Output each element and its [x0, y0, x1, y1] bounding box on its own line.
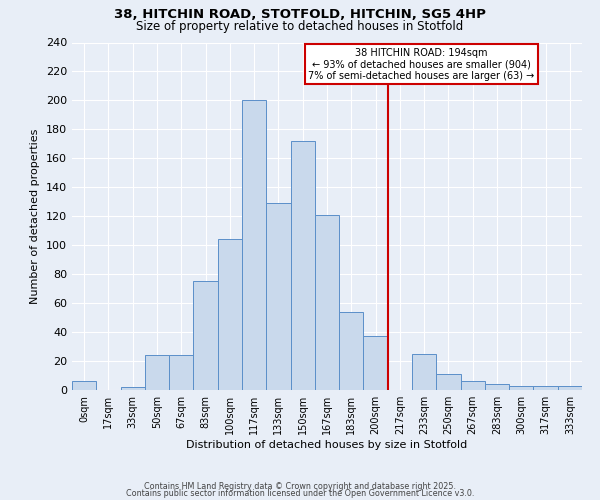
- Bar: [412, 354, 436, 390]
- Bar: [266, 203, 290, 390]
- Text: 38 HITCHIN ROAD: 194sqm
← 93% of detached houses are smaller (904)
7% of semi-de: 38 HITCHIN ROAD: 194sqm ← 93% of detache…: [308, 48, 535, 81]
- Bar: [218, 240, 242, 390]
- Bar: [364, 336, 388, 390]
- Bar: [193, 282, 218, 390]
- Bar: [558, 386, 582, 390]
- Bar: [242, 100, 266, 390]
- Bar: [290, 141, 315, 390]
- Text: 38, HITCHIN ROAD, STOTFOLD, HITCHIN, SG5 4HP: 38, HITCHIN ROAD, STOTFOLD, HITCHIN, SG5…: [114, 8, 486, 20]
- Bar: [533, 386, 558, 390]
- Bar: [436, 374, 461, 390]
- Bar: [339, 312, 364, 390]
- Bar: [72, 382, 96, 390]
- Bar: [169, 355, 193, 390]
- Y-axis label: Number of detached properties: Number of detached properties: [31, 128, 40, 304]
- Bar: [461, 382, 485, 390]
- Bar: [121, 387, 145, 390]
- Bar: [315, 215, 339, 390]
- Bar: [145, 355, 169, 390]
- Text: Contains public sector information licensed under the Open Government Licence v3: Contains public sector information licen…: [126, 490, 474, 498]
- Text: Contains HM Land Registry data © Crown copyright and database right 2025.: Contains HM Land Registry data © Crown c…: [144, 482, 456, 491]
- X-axis label: Distribution of detached houses by size in Stotfold: Distribution of detached houses by size …: [187, 440, 467, 450]
- Bar: [509, 386, 533, 390]
- Bar: [485, 384, 509, 390]
- Text: Size of property relative to detached houses in Stotfold: Size of property relative to detached ho…: [136, 20, 464, 33]
